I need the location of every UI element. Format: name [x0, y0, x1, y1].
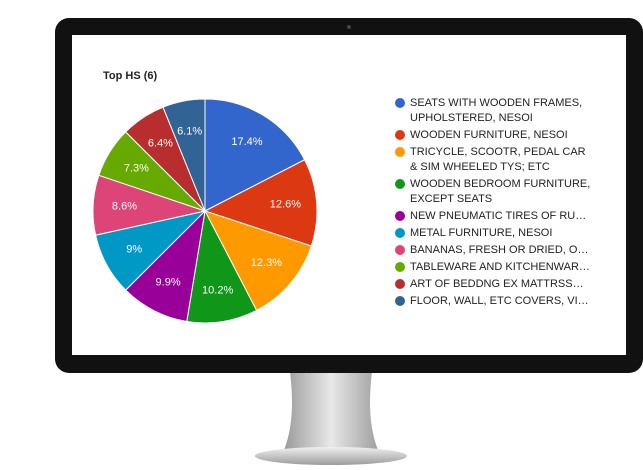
legend-marker [395, 211, 405, 221]
slice-label: 9% [126, 244, 142, 256]
camera [347, 25, 351, 29]
legend-item: ART OF BEDDNG EX MATTRSS… [395, 277, 595, 292]
legend-marker [395, 98, 405, 108]
pie-slice [203, 159, 318, 247]
legend-item: NEW PNEUMATIC TIRES OF RU… [395, 209, 595, 224]
legend-label: ART OF BEDDNG EX MATTRSS… [410, 278, 584, 290]
legend-item: WOODEN BEDROOM FURNITURE, EXCEPT SEATS [395, 177, 595, 207]
pie-slice [204, 98, 306, 212]
legend-label: METAL FURNITURE, NESOI [410, 227, 553, 239]
legend-label: FLOOR, WALL, ETC COVERS, VI… [410, 295, 589, 307]
slice-label: 7.3% [124, 162, 149, 174]
slice-label: 6.1% [177, 126, 202, 138]
legend-marker [395, 279, 405, 289]
chart-title: Top HS (6) [103, 70, 158, 82]
slice-label: 12.3% [251, 257, 282, 269]
legend-item: WOODEN FURNITURE, NESOI [395, 128, 595, 143]
slice-label: 9.9% [156, 277, 181, 289]
legend-marker [395, 296, 405, 306]
legend-label: TRICYCLE, SCOOTR, PEDAL CAR & SIM WHEELE… [410, 146, 586, 173]
slice-label: 6.4% [148, 138, 173, 150]
legend-marker [395, 179, 405, 189]
monitor-base [255, 447, 407, 465]
legend-label: WOODEN BEDROOM FURNITURE, EXCEPT SEATS [410, 178, 591, 205]
legend-label: TABLEWARE AND KITCHENWAR… [410, 261, 590, 273]
legend-item: SEATS WITH WOODEN FRAMES, UPHOLSTERED, N… [395, 96, 595, 126]
legend-label: BANANAS, FRESH OR DRIED, O… [410, 244, 589, 256]
legend-marker [395, 245, 405, 255]
pie: 17.4% 12.6% 12.3% 10.2% 9.9% 9% 8.6% 7.3% 6.4% 6.… [92, 98, 318, 324]
legend-item: BANANAS, FRESH OR DRIED, O… [395, 243, 595, 258]
legend-item: TABLEWARE AND KITCHENWAR… [395, 260, 595, 275]
slice-label: 10.2% [202, 285, 233, 297]
pie-slice [162, 98, 206, 212]
legend-marker [395, 262, 405, 272]
legend-item: FLOOR, WALL, ETC COVERS, VI… [395, 294, 595, 309]
slice-label: 17.4% [231, 136, 262, 148]
legend-label: NEW PNEUMATIC TIRES OF RU… [410, 210, 587, 222]
legend-label: SEATS WITH WOODEN FRAMES, UPHOLSTERED, N… [410, 97, 583, 124]
pie-slice [186, 209, 258, 324]
legend-marker [395, 130, 405, 140]
legend-item: METAL FURNITURE, NESOI [395, 226, 595, 241]
legend: SEATS WITH WOODEN FRAMES, UPHOLSTERED, N… [395, 96, 595, 311]
legend-marker [395, 147, 405, 157]
slice-label: 12.6% [270, 199, 301, 211]
monitor-neck [284, 372, 378, 450]
pie-slice [203, 210, 313, 312]
slice-label: 8.6% [112, 201, 137, 213]
legend-item: TRICYCLE, SCOOTR, PEDAL CAR & SIM WHEELE… [395, 145, 595, 175]
legend-marker [395, 228, 405, 238]
legend-label: WOODEN FURNITURE, NESOI [410, 129, 568, 141]
